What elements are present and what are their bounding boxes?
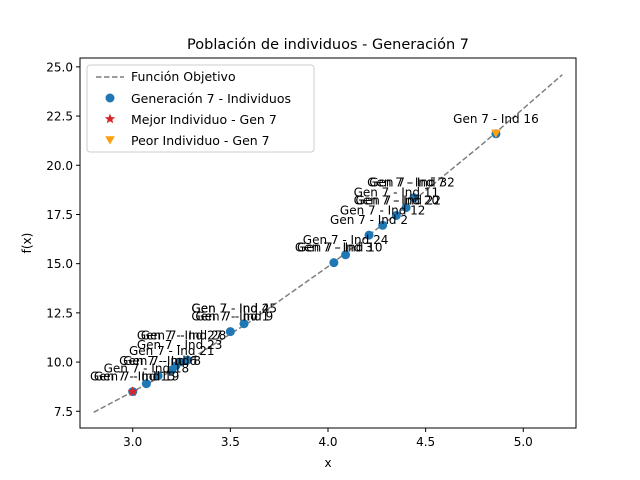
individual-point <box>239 319 249 329</box>
point-annotation: Gen 7 - Ind 32 <box>369 176 455 190</box>
x-tick-label: 4.0 <box>318 435 337 449</box>
x-tick-label: 3.5 <box>221 435 240 449</box>
legend: Función Objetivo Generación 7 - Individu… <box>86 64 315 153</box>
legend-individuals-label: Generación 7 - Individuos <box>131 91 291 106</box>
x-axis-label: x <box>324 456 331 470</box>
y-tick-label: 22.5 <box>46 110 73 124</box>
point-annotation: Gen 7 - Ind 21 <box>129 344 215 358</box>
individual-point <box>401 203 411 213</box>
worst-individual-point <box>491 129 501 138</box>
individual-point <box>364 230 374 240</box>
point-annotation: Gen 7 - Ind 12 <box>340 203 426 217</box>
x-tick-label: 5.0 <box>514 435 533 449</box>
x-tick-label: 3.0 <box>123 435 142 449</box>
point-annotation: Gen 7 - Ind 2 <box>330 213 408 227</box>
individual-point <box>409 193 419 203</box>
legend-worst-swatch <box>105 136 115 145</box>
best-individual-point <box>127 386 138 396</box>
point-annotation: Gen 7 - Ind 24 <box>303 233 389 247</box>
point-annotation: Gen 7 - Ind 27 <box>137 328 223 342</box>
individual-point <box>141 379 151 389</box>
legend-objective-label: Función Objetivo <box>131 69 236 84</box>
point-annotation: Gen 7 - Ind 4 <box>191 302 269 316</box>
point-annotation: Gen 7 - Ind 1 <box>191 310 269 324</box>
x-tick-label: 4.5 <box>416 435 435 449</box>
point-annotation: Gen 7 - Ind 19 <box>94 370 180 384</box>
y-tick-label: 10.0 <box>46 356 73 370</box>
y-tick-label: 7.5 <box>54 405 73 419</box>
point-annotation: Gen 7 - Ind 22 <box>356 193 442 207</box>
legend-box <box>86 64 315 153</box>
individual-point <box>329 258 339 268</box>
legend-worst-label: Peor Individuo - Gen 7 <box>131 133 270 148</box>
point-annotation: Gen 7 - Ind 15 <box>90 370 176 384</box>
individual-point <box>153 371 163 381</box>
y-tick-label: 12.5 <box>46 306 73 320</box>
point-annotation: Gen 7 - Ind 25 <box>191 302 277 316</box>
individual-point <box>182 355 192 365</box>
point-annotation: Gen 7 - Ind 8 <box>123 354 201 368</box>
y-tick-label: 15.0 <box>46 257 73 271</box>
point-annotation: Gen 7 - Ind 6 <box>119 354 197 368</box>
individual-point <box>175 357 185 367</box>
point-annotation: Gen 7 - Ind 20 <box>354 193 440 207</box>
chart-title: Población de individuos - Generación 7 <box>187 37 469 53</box>
point-annotation: Gen 7 - Ind 16 <box>453 112 539 126</box>
point-annotation: Gen 7 - Ind 18 <box>104 362 190 376</box>
y-tick-label: 20.0 <box>46 159 73 173</box>
y-tick-label: 25.0 <box>46 60 73 74</box>
point-annotation: Gen 7 - Ind 10 <box>297 241 383 255</box>
individual-point <box>341 250 351 260</box>
individual-point <box>378 220 388 230</box>
legend-best-label: Mejor Individuo - Gen 7 <box>131 112 277 127</box>
y-axis-label: f(x) <box>20 233 34 254</box>
point-annotation: Gen 7 - Ind 28 <box>141 328 227 342</box>
individual-point <box>225 327 235 337</box>
point-annotation: Gen 7 - Ind 11 <box>354 186 440 200</box>
point-annotation: Gen 7 - Ind 23 <box>137 338 223 352</box>
axes: 3.0 3.5 4.0 4.5 5.0 7.5 10.0 12.5 15.0 17.5 20.0 22… <box>46 60 533 449</box>
point-annotation: Gen 7 - Ind 7 <box>367 176 445 190</box>
legend-best-swatch <box>104 113 116 124</box>
point-annotation: Gen 7 - Ind 3 <box>295 241 373 255</box>
legend-individuals-swatch <box>105 93 115 103</box>
y-tick-label: 17.5 <box>46 208 73 222</box>
point-annotation: Gen 7 - Ind 9 <box>195 310 273 324</box>
individual-point <box>391 210 401 220</box>
